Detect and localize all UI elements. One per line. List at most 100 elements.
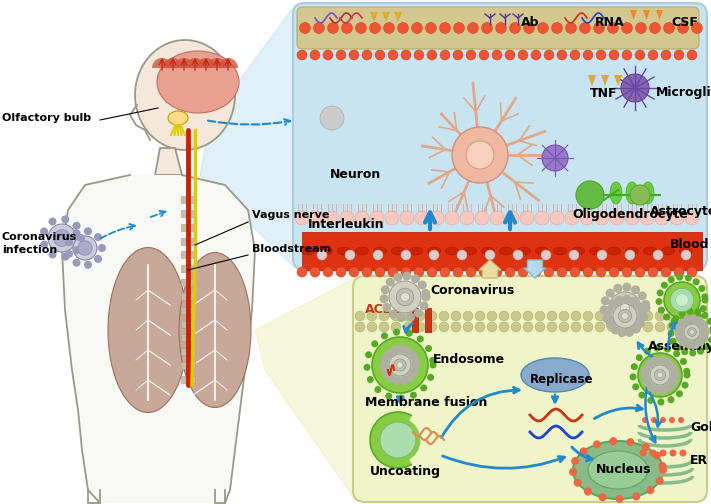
- Circle shape: [655, 322, 665, 332]
- Circle shape: [427, 50, 437, 60]
- Circle shape: [427, 311, 437, 321]
- Bar: [181, 210, 195, 217]
- Circle shape: [375, 386, 381, 393]
- Circle shape: [379, 322, 389, 332]
- Circle shape: [686, 327, 697, 338]
- Circle shape: [463, 322, 473, 332]
- Circle shape: [511, 322, 521, 332]
- Circle shape: [73, 236, 97, 260]
- Bar: [181, 251, 195, 259]
- Ellipse shape: [373, 247, 387, 255]
- Bar: [181, 279, 195, 286]
- Circle shape: [674, 50, 684, 60]
- Circle shape: [601, 296, 610, 305]
- Ellipse shape: [626, 182, 638, 204]
- Ellipse shape: [338, 247, 351, 255]
- Text: Coronavirus: Coronavirus: [2, 232, 77, 242]
- Text: CSF: CSF: [672, 16, 698, 29]
- FancyArrow shape: [479, 260, 501, 278]
- Bar: [181, 348, 195, 355]
- Circle shape: [579, 23, 591, 33]
- Circle shape: [683, 368, 690, 375]
- Circle shape: [409, 351, 417, 360]
- Circle shape: [345, 250, 355, 260]
- Circle shape: [668, 322, 675, 329]
- Circle shape: [411, 358, 420, 367]
- Circle shape: [678, 23, 688, 33]
- Circle shape: [468, 23, 479, 33]
- Ellipse shape: [589, 247, 602, 255]
- Circle shape: [371, 340, 378, 347]
- Circle shape: [419, 301, 429, 310]
- Circle shape: [392, 376, 402, 385]
- Circle shape: [700, 305, 707, 312]
- Circle shape: [710, 329, 711, 336]
- Circle shape: [390, 355, 410, 375]
- Circle shape: [383, 303, 391, 312]
- Circle shape: [559, 311, 569, 321]
- Circle shape: [626, 324, 635, 333]
- Circle shape: [607, 311, 617, 321]
- Circle shape: [297, 267, 307, 277]
- Ellipse shape: [535, 247, 548, 255]
- Circle shape: [385, 278, 395, 287]
- Circle shape: [621, 303, 629, 312]
- Circle shape: [607, 322, 617, 332]
- Circle shape: [349, 267, 359, 277]
- Circle shape: [668, 330, 675, 337]
- Circle shape: [643, 322, 653, 332]
- Circle shape: [685, 274, 692, 281]
- Circle shape: [641, 372, 650, 381]
- Circle shape: [389, 281, 421, 313]
- Circle shape: [414, 308, 423, 318]
- Wedge shape: [163, 58, 183, 68]
- Circle shape: [405, 330, 412, 337]
- Circle shape: [701, 293, 708, 300]
- Circle shape: [691, 311, 701, 321]
- Circle shape: [370, 412, 426, 468]
- Circle shape: [481, 23, 493, 33]
- Circle shape: [565, 211, 579, 225]
- Circle shape: [370, 23, 380, 33]
- Circle shape: [384, 349, 393, 358]
- Polygon shape: [370, 12, 378, 22]
- Circle shape: [388, 50, 398, 60]
- Circle shape: [622, 283, 631, 292]
- Circle shape: [596, 50, 606, 60]
- Text: Bloodstream: Bloodstream: [252, 244, 331, 254]
- Circle shape: [655, 311, 665, 321]
- Circle shape: [619, 311, 629, 321]
- Circle shape: [429, 357, 436, 364]
- Circle shape: [631, 363, 638, 370]
- Circle shape: [686, 307, 693, 314]
- Circle shape: [310, 267, 320, 277]
- Ellipse shape: [168, 111, 188, 125]
- Circle shape: [386, 373, 395, 383]
- Circle shape: [439, 322, 449, 332]
- Circle shape: [674, 267, 684, 277]
- Circle shape: [400, 211, 414, 225]
- Text: Olfactory bulb: Olfactory bulb: [2, 113, 91, 123]
- Circle shape: [691, 340, 700, 349]
- Ellipse shape: [410, 247, 422, 255]
- FancyBboxPatch shape: [293, 3, 707, 270]
- Circle shape: [583, 267, 593, 277]
- Circle shape: [690, 330, 694, 334]
- Ellipse shape: [157, 51, 239, 113]
- Circle shape: [616, 299, 634, 317]
- Circle shape: [406, 373, 415, 382]
- Circle shape: [403, 322, 413, 332]
- Circle shape: [320, 106, 344, 130]
- Ellipse shape: [500, 247, 513, 255]
- Circle shape: [675, 329, 683, 338]
- Circle shape: [535, 311, 545, 321]
- Circle shape: [362, 50, 372, 60]
- Circle shape: [621, 23, 633, 33]
- Circle shape: [401, 267, 411, 277]
- Circle shape: [48, 250, 56, 259]
- Polygon shape: [630, 10, 637, 20]
- Circle shape: [499, 322, 509, 332]
- Polygon shape: [588, 75, 596, 86]
- Circle shape: [583, 50, 593, 60]
- Circle shape: [479, 50, 489, 60]
